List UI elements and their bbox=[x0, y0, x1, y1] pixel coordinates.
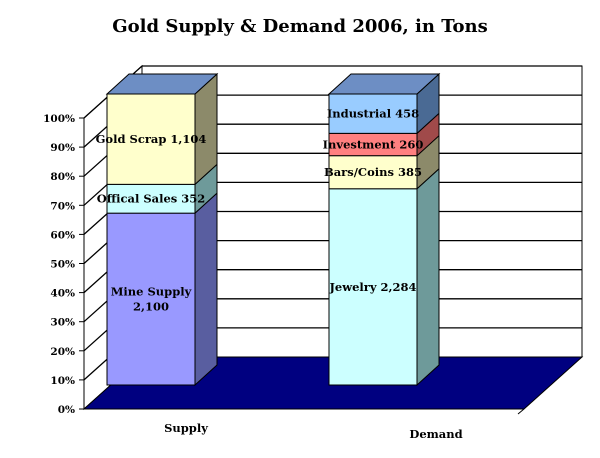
bar-segment-offical-sales bbox=[106, 163, 218, 215]
bar-segment-jewelry-front bbox=[328, 188, 418, 386]
data-label: Industrial 458 bbox=[327, 107, 419, 121]
data-label: Bars/Coins 385 bbox=[324, 165, 422, 179]
bar-segment-industrial-top bbox=[327, 73, 441, 95]
bar-segment-gold-scrap bbox=[105, 72, 219, 186]
y-tick-label: 100% bbox=[43, 113, 75, 125]
y-tick-label: 0% bbox=[58, 404, 75, 416]
floor-edge-tick bbox=[517, 408, 525, 415]
data-label: Offical Sales 352 bbox=[97, 192, 206, 206]
y-tick-label: 90% bbox=[50, 142, 75, 154]
bar-segment-mine-supply-front bbox=[106, 212, 196, 386]
y-tick-label: 30% bbox=[50, 317, 75, 329]
y-tick-label: 70% bbox=[50, 200, 75, 212]
bar-segment-industrial-front bbox=[328, 93, 418, 134]
y-tick-label: 10% bbox=[50, 375, 75, 387]
x-category-label: Demand bbox=[409, 427, 462, 441]
bars bbox=[105, 72, 441, 387]
bar-segment-jewelry bbox=[328, 167, 440, 387]
data-label: Gold Scrap 1,104 bbox=[96, 132, 207, 146]
bar-segment-bars-coins bbox=[328, 134, 440, 190]
gridline bbox=[83, 65, 582, 119]
data-label: Mine Supply bbox=[111, 285, 192, 299]
chart-title: Gold Supply & Demand 2006, in Tons bbox=[112, 16, 488, 37]
bar-segment-gold-scrap-front bbox=[106, 93, 196, 185]
bar-segment-investment bbox=[328, 112, 440, 157]
y-tick-label: 50% bbox=[50, 259, 75, 271]
bar-segment-jewelry-side bbox=[416, 167, 440, 387]
data-label: 2,100 bbox=[133, 300, 169, 314]
bar-segment-gold-scrap-top bbox=[105, 73, 219, 95]
y-axis: 0% 10% 20% 30% 40% 50% 60% 70% 80% 90% 100% bbox=[43, 113, 85, 416]
data-label: Jewelry 2,284 bbox=[328, 280, 416, 294]
y-tick-label: 40% bbox=[50, 288, 75, 300]
y-tick-label: 60% bbox=[50, 229, 75, 241]
y-tick-label: 80% bbox=[50, 171, 75, 183]
x-axis-categories: Supply Demand bbox=[164, 421, 463, 441]
bar-segment-mine-supply bbox=[106, 192, 218, 387]
x-category-label: Supply bbox=[164, 421, 208, 435]
y-tick-label: 20% bbox=[50, 346, 75, 358]
bar-segment-mine-supply-side bbox=[194, 192, 218, 387]
bar-segment-industrial bbox=[327, 72, 441, 135]
bar-segment-offical-sales-front bbox=[106, 183, 196, 214]
data-label: Investment 260 bbox=[323, 138, 424, 152]
